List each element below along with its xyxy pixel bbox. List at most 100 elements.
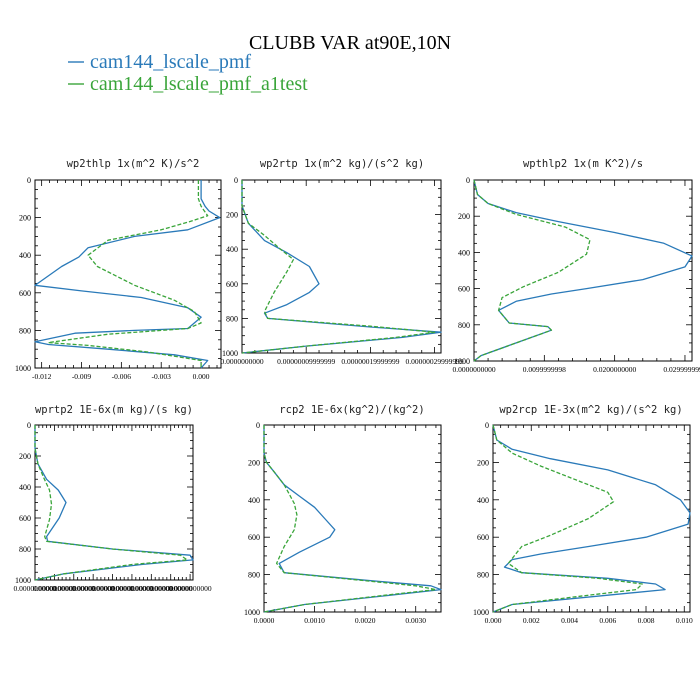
y-tick-label: 600: [248, 533, 260, 542]
series-line-pmf: [34, 425, 194, 581]
series-line-a1test: [492, 424, 643, 613]
series-line-pmf: [473, 179, 693, 362]
panel-frame: [492, 424, 691, 613]
y-tick-label: 1000: [222, 349, 238, 358]
figure-title: CLUBB VAR at90E,10N: [249, 32, 451, 54]
y-tick-label: 0: [27, 176, 31, 185]
x-tick-label: 0.0099999998: [523, 365, 566, 374]
x-tick-label: 0.0000000000: [110, 584, 153, 593]
y-tick-label: 400: [248, 496, 260, 505]
y-tick-label: 200: [19, 452, 31, 461]
y-tick-label: 800: [19, 545, 31, 554]
y-tick-label: 800: [477, 571, 489, 580]
x-tick-label: 0.00000019999999: [341, 357, 399, 366]
x-tick-label: -0.009: [72, 372, 92, 381]
x-tick-label: 0.010: [676, 616, 693, 625]
panel-5: rcp2 1E-6x(kg^2)/(kg^2) 0 200 400 600 800 1000…: [244, 404, 442, 625]
x-tick-label: 0.002: [523, 616, 540, 625]
series-line-a1test: [47, 180, 209, 368]
x-tick-label: 0.0000000000: [169, 584, 212, 593]
y-tick-label: 600: [477, 533, 489, 542]
y-tick-label: 1000: [244, 608, 260, 617]
panel-title: wpthlp2 1x(m K^2)/s: [523, 158, 643, 170]
y-tick-label: 800: [19, 326, 31, 335]
panel-title: rcp2 1E-6x(kg^2)/(kg^2): [279, 404, 424, 416]
x-tick-label: 0.0000000000: [149, 584, 192, 593]
y-tick-label: 600: [226, 280, 238, 289]
series-line-pmf: [263, 425, 442, 613]
panel-title: wp2thlp 1x(m^2 K)/s^2: [67, 158, 200, 170]
x-tick-label: -0.006: [112, 372, 132, 381]
x-tick-label: 0.000: [193, 372, 210, 381]
y-tick-label: 800: [458, 321, 470, 330]
panel-4: wprtp2 1E-6x(m kg)/(s kg) 0 200 400 600 800 10…: [13, 404, 211, 593]
y-tick-label: 0: [485, 421, 489, 430]
panel-title: wp2rtp 1x(m^2 kg)/(s^2 kg): [260, 158, 424, 170]
series-line-pmf: [492, 424, 691, 613]
x-tick-label: 0.0299999990: [663, 365, 700, 374]
y-tick-label: 0: [466, 176, 470, 185]
y-tick-label: 600: [19, 289, 31, 298]
series-line-pmf: [241, 180, 442, 354]
y-tick-label: 800: [248, 571, 260, 580]
x-tick-label: 0.0000000000: [52, 584, 95, 593]
y-tick-label: 400: [226, 245, 238, 254]
panel-frame: [241, 179, 442, 354]
panel-6: wp2rcp 1E-3x(m^2 kg)/(s^2 kg) 0 200 400 600 8…: [473, 404, 693, 625]
x-tick-label: 0.008: [638, 616, 655, 625]
x-tick-label: 0.0000000000: [220, 357, 263, 366]
legend: cam144_lscale_pmf cam144_lscale_pmf_a1te…: [68, 51, 308, 95]
panel-frame: [473, 179, 693, 362]
x-tick-label: 0.0000000000: [72, 584, 115, 593]
panel-frame: [34, 179, 222, 369]
y-tick-label: 200: [248, 458, 260, 467]
x-tick-label: 0.004: [561, 616, 578, 625]
series-line-a1test: [473, 179, 591, 362]
y-tick-label: 400: [19, 483, 31, 492]
y-tick-label: 1000: [15, 364, 31, 373]
y-tick-label: 200: [458, 212, 470, 221]
panel-3: wpthlp2 1x(m K^2)/s020040060080010000.00…: [452, 158, 700, 374]
y-tick-label: 600: [19, 514, 31, 523]
y-tick-label: 0: [27, 421, 31, 430]
x-tick-label: 0.0030: [405, 616, 426, 625]
y-tick-label: 200: [19, 214, 31, 223]
x-tick-label: 0.0200000000: [593, 365, 636, 374]
series-line-pmf: [34, 180, 221, 369]
y-tick-label: 0: [234, 176, 238, 185]
x-tick-label: 0.006: [599, 616, 616, 625]
series-line-a1test: [34, 425, 188, 581]
panel-title: wp2rcp 1E-3x(m^2 kg)/(s^2 kg): [499, 404, 682, 416]
x-tick-label: 0.0000000000: [452, 365, 495, 374]
legend-label-a1test: cam144_lscale_pmf_a1test: [90, 73, 308, 95]
x-tick-label: 0.0000: [254, 616, 275, 625]
x-tick-label: 0.0000000000: [13, 584, 56, 593]
panel-2: wp2rtp 1x(m^2 kg)/(s^2 kg) 0 200 400 600 800 1…: [220, 158, 463, 366]
x-tick-label: -0.003: [152, 372, 172, 381]
x-tick-label: 0.000: [485, 616, 502, 625]
panel-title: wprtp2 1E-6x(m kg)/(s kg): [35, 404, 193, 416]
legend-label-pmf: cam144_lscale_pmf: [90, 51, 251, 73]
x-tick-label: 0.00000029999999: [406, 357, 464, 366]
panel-frame: [34, 424, 194, 581]
x-tick-label: -0.012: [32, 372, 52, 381]
y-tick-label: 0: [256, 421, 260, 430]
x-tick-label: 0.0000000000: [91, 584, 134, 593]
y-tick-label: 200: [477, 458, 489, 467]
x-tick-label: 0.0000000000: [33, 584, 76, 593]
x-tick-label: 0.0000000000: [130, 584, 173, 593]
y-tick-label: 200: [226, 211, 238, 220]
x-tick-label: 0.00000009999999: [277, 357, 335, 366]
y-tick-label: 1000: [454, 357, 470, 366]
panel-1: wp2thlp 1x(m^2 K)/s^202004006008001000-0…: [15, 158, 222, 381]
panels: wp2thlp 1x(m^2 K)/s^202004006008001000-0…: [13, 158, 700, 625]
y-tick-label: 400: [19, 251, 31, 260]
y-tick-label: 1000: [15, 576, 31, 585]
x-tick-label: 0.0010: [304, 616, 325, 625]
y-tick-label: 800: [226, 314, 238, 323]
y-tick-label: 400: [477, 496, 489, 505]
y-tick-label: 400: [458, 248, 470, 257]
y-tick-label: 600: [458, 285, 470, 294]
x-tick-label: 0.0020: [355, 616, 376, 625]
